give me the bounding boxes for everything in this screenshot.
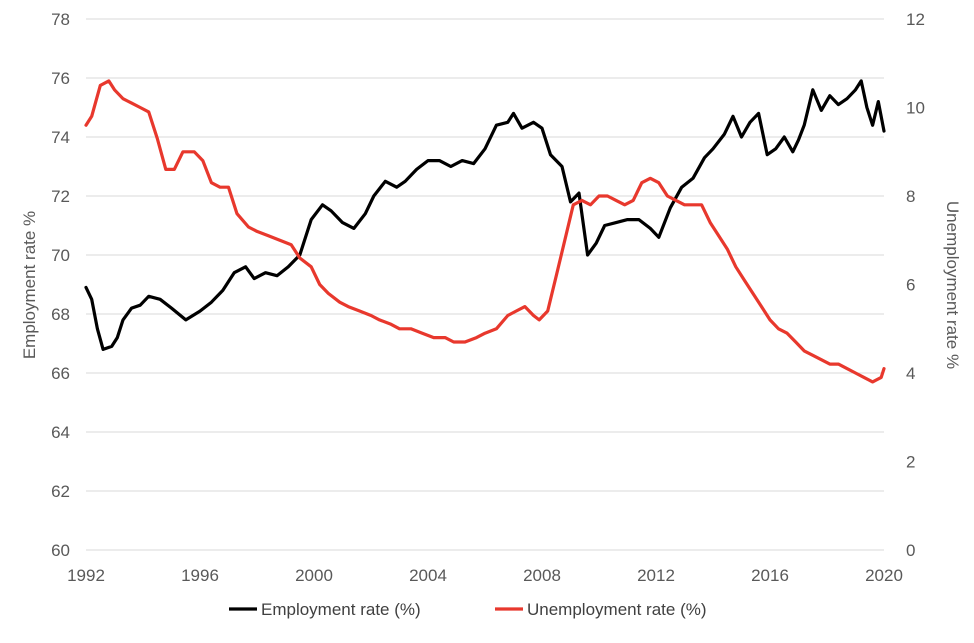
legend: Employment rate (%) Unemployment rate (%) [229,600,707,619]
left-tick-label: 66 [51,364,70,383]
left-tick-label: 60 [51,541,70,560]
x-tick-label: 2020 [865,566,903,585]
left-tick-label: 68 [51,305,70,324]
right-tick-label: 8 [906,187,915,206]
right-axis-ticks: 0 2 4 6 8 10 12 [906,10,925,560]
right-tick-label: 0 [906,541,915,560]
x-tick-label: 2004 [409,566,447,585]
x-tick-label: 2008 [523,566,561,585]
gridlines [86,18,884,551]
left-tick-label: 76 [51,69,70,88]
x-tick-label: 2000 [295,566,333,585]
x-tick-label: 1996 [181,566,219,585]
unemployment-rate-line [84,79,886,384]
y-axis-title-right: Unemployment rate % [943,201,962,369]
x-tick-label: 2016 [751,566,789,585]
left-tick-label: 62 [51,482,70,501]
x-axis-ticks: 1992 1996 2000 2004 2008 2012 2016 2020 [67,566,903,585]
legend-unemployment-label: Unemployment rate (%) [527,600,707,619]
employment-rate-line [84,79,886,351]
y-axis-title-left: Employment rate % [20,211,39,359]
right-tick-label: 12 [906,10,925,29]
right-tick-label: 4 [906,364,915,383]
x-tick-label: 2012 [637,566,675,585]
left-tick-label: 70 [51,246,70,265]
legend-employment-label: Employment rate (%) [261,600,421,619]
left-axis-ticks: 60 62 64 66 68 70 72 74 76 78 [51,10,70,560]
x-tick-label: 1992 [67,566,105,585]
right-tick-label: 6 [906,276,915,295]
right-tick-label: 10 [906,99,925,118]
left-tick-label: 74 [51,128,70,147]
left-tick-label: 72 [51,187,70,206]
right-tick-label: 2 [906,453,915,472]
series-lines [84,79,886,384]
left-tick-label: 78 [51,10,70,29]
left-tick-label: 64 [51,423,70,442]
